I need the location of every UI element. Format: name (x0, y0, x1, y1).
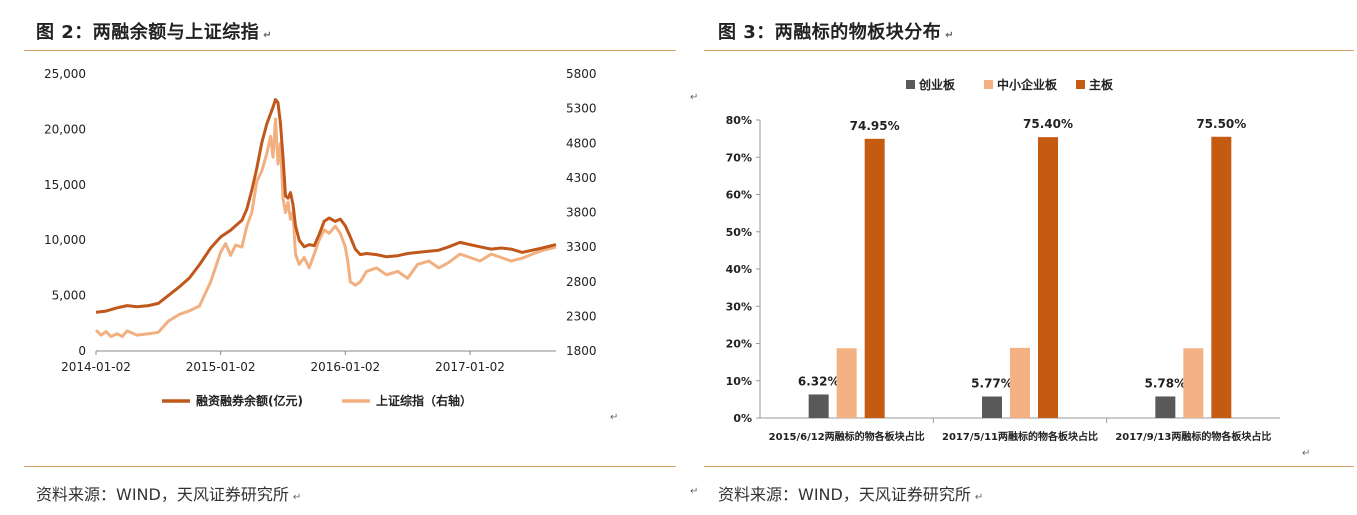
margin-balance-line (95, 98, 557, 314)
title-divider (24, 50, 676, 51)
bar-value-label: 5.78% (1145, 376, 1187, 390)
bar (982, 396, 1002, 418)
left-y-tick-label: 25,000 (44, 67, 86, 81)
left-y-tick-label: 5,000 (52, 289, 86, 303)
bar (1183, 348, 1204, 418)
y-tick-label: 80% (726, 114, 752, 127)
bar-value-label: 74.95% (850, 119, 900, 133)
figure-3-panel: 图 3：两融标的物板块分布 ↵ 创业板 中小企业板 主板 0% 10% 20% 30% 40%… (690, 0, 1357, 515)
bar (1010, 347, 1030, 418)
bar (1211, 136, 1232, 418)
y-tick-label: 40% (726, 263, 752, 276)
legend-label: 创业板 (918, 77, 956, 92)
x-category-label: 2017/5/11两融标的物各板块占比 (942, 430, 1098, 443)
footer-divider (24, 466, 676, 467)
x-tick-label: 2014-01-02 (61, 360, 131, 374)
legend-swatch (984, 80, 993, 89)
y-tick-label: 60% (726, 189, 752, 202)
y-tick-label: 0% (733, 412, 752, 425)
right-y-tick-label: 4800 (566, 136, 597, 150)
legend-swatch (1076, 80, 1085, 89)
x-tick-label: 2016-01-02 (310, 360, 380, 374)
bar-value-label: 75.40% (1023, 117, 1073, 131)
y-tick-label: 20% (726, 338, 752, 351)
left-y-tick-label: 20,000 (44, 122, 86, 136)
bar (864, 138, 885, 418)
legend-label: 中小企业板 (997, 77, 1058, 92)
right-y-tick-label: 2800 (566, 275, 597, 289)
bar (1038, 137, 1058, 418)
figure-3-title: 图 3：两融标的物板块分布 ↵ (718, 22, 955, 43)
figure-2-source: 资料来源：WIND，天风证券研究所 ↵ (36, 485, 302, 504)
right-y-tick-label: 1800 (566, 344, 597, 358)
legend-label: 主板 (1089, 77, 1114, 92)
bar (808, 394, 829, 418)
line-chart: 0 5,000 10,000 15,000 20,000 25,000 1800 2300 28… (44, 67, 597, 408)
x-category-label: 2017/9/13两融标的物各板块占比 (1115, 430, 1271, 443)
figure-3-source: 资料来源：WIND，天风证券研究所 ↵ (718, 485, 984, 504)
left-y-tick-label: 15,000 (44, 178, 86, 192)
y-tick-label: 50% (726, 226, 752, 239)
left-y-tick-label: 10,000 (44, 233, 86, 247)
sse-index-line (94, 117, 557, 338)
bar-value-label: 5.77% (971, 377, 1013, 391)
left-y-tick-label: 0 (78, 344, 86, 358)
y-tick-label: 10% (726, 375, 752, 388)
legend-label: 上证综指（右轴） (376, 393, 472, 408)
right-y-tick-label: 2300 (566, 309, 597, 323)
y-tick-label: 70% (726, 151, 752, 164)
bar (836, 348, 857, 418)
right-y-tick-label: 3300 (566, 240, 597, 254)
right-y-tick-label: 5300 (566, 102, 597, 116)
x-tick-label: 2015-01-02 (186, 360, 256, 374)
right-y-tick-label: 4300 (566, 171, 597, 185)
right-y-tick-label: 3800 (566, 206, 597, 220)
bar (1155, 396, 1176, 418)
bar-chart: 创业板 中小企业板 主板 0% 10% 20% 30% 40% 50% 60% 70% 80% 6.… (726, 77, 1280, 443)
figure-2-title: 图 2：两融余额与上证综指 ↵ (36, 22, 273, 43)
footer-divider (704, 466, 1354, 467)
legend-swatch (906, 80, 915, 89)
bar-value-label: 6.32% (798, 374, 840, 388)
title-divider (704, 50, 1354, 51)
figure-2-panel: 图 2：两融余额与上证综指 ↵ 0 5,000 10,000 15,000 20,000 2… (24, 22, 676, 504)
x-tick-label: 2017-01-02 (435, 360, 505, 374)
x-category-label: 2015/6/12两融标的物各板块占比 (769, 430, 925, 443)
legend-label: 融资融券余额(亿元) (196, 393, 303, 408)
bar-value-label: 75.50% (1196, 117, 1246, 131)
y-tick-label: 30% (726, 300, 752, 313)
right-y-tick-label: 5800 (566, 67, 597, 81)
